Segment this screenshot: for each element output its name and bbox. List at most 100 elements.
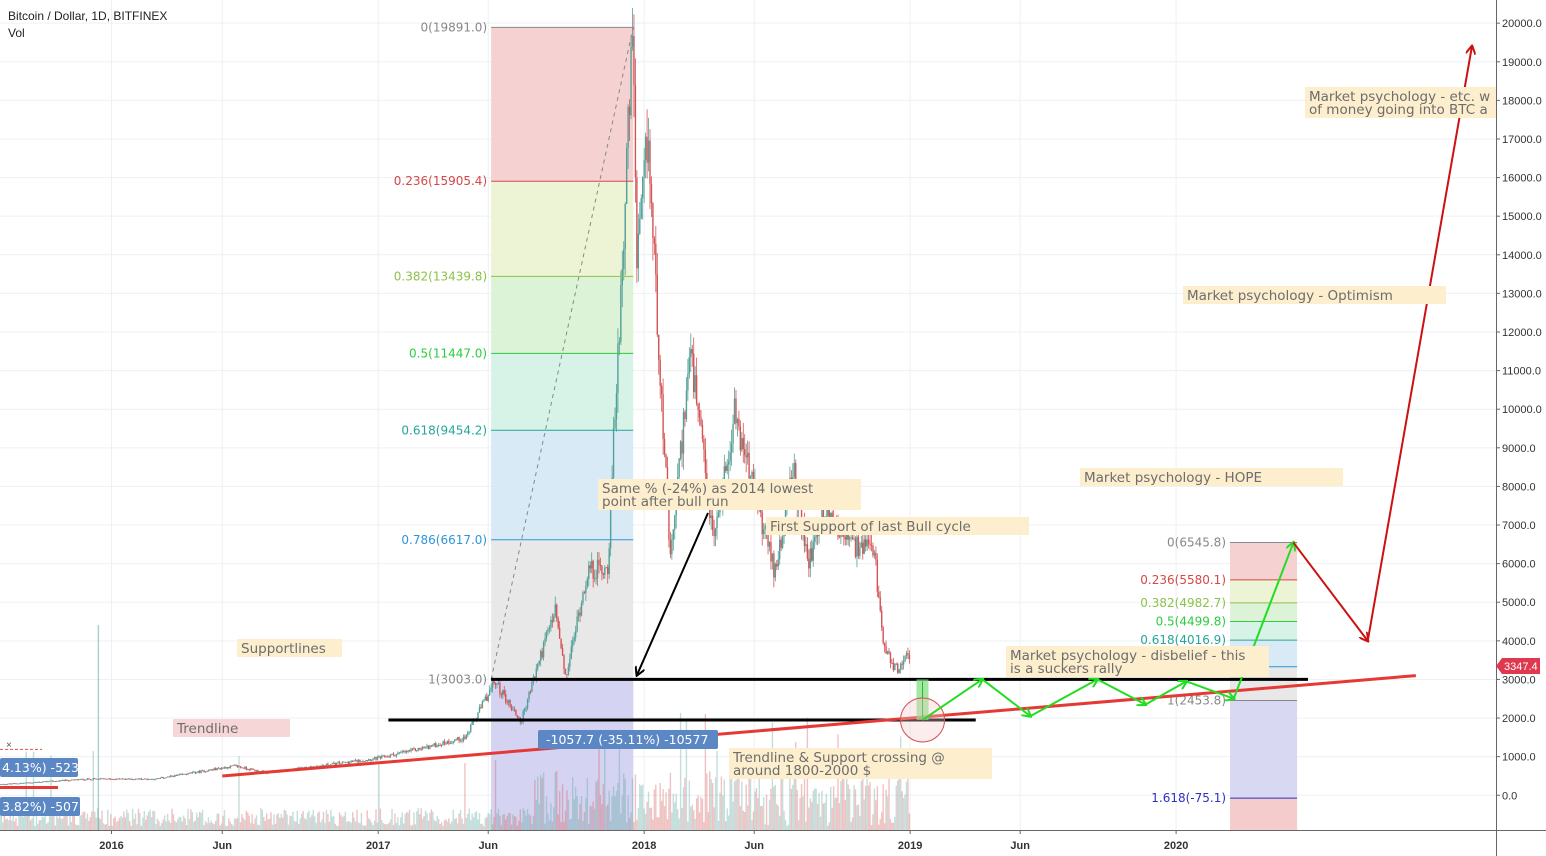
candle-body	[2, 784, 4, 785]
volume-bar	[636, 819, 638, 830]
candle-body	[688, 357, 691, 374]
volume-bar	[748, 774, 750, 830]
candle-body	[809, 548, 812, 569]
volume-bar	[356, 809, 358, 830]
volume-bar	[146, 815, 148, 830]
candle-body	[424, 747, 427, 749]
candle-body	[907, 652, 909, 655]
volume-bar	[139, 812, 141, 830]
candle-body	[869, 543, 871, 546]
volume-bar	[660, 800, 663, 830]
candle-body	[735, 398, 737, 424]
volume-bar	[647, 791, 650, 830]
candle-body	[876, 559, 879, 592]
candle-body	[99, 778, 102, 780]
candle-body	[82, 779, 84, 780]
volume-bar	[311, 814, 313, 830]
candle-body	[244, 767, 246, 769]
volume-bar	[31, 818, 33, 830]
volume-bar	[902, 797, 905, 830]
candle-body	[609, 494, 612, 549]
candle-body	[746, 452, 749, 458]
volume-bar	[366, 810, 368, 830]
volume-bar	[764, 824, 766, 830]
volume-bar	[83, 811, 86, 830]
volume-bar	[232, 825, 234, 830]
candle-body	[885, 646, 887, 654]
volume-bar	[611, 795, 613, 830]
candle-body	[57, 780, 59, 782]
volume-bar	[22, 816, 25, 830]
volume-bar	[604, 737, 606, 830]
candle-body	[249, 768, 252, 771]
volume-bar	[213, 824, 215, 830]
volume-label[interactable]: Vol	[8, 26, 25, 40]
volume-bar	[523, 810, 526, 830]
candle-body	[472, 721, 475, 723]
candle-body	[831, 512, 833, 519]
candle-body	[376, 756, 379, 760]
y-tick-label: 3000.0	[1502, 674, 1536, 686]
candle-body	[206, 771, 208, 773]
volume-bar	[560, 822, 562, 830]
volume-bar	[579, 803, 581, 830]
volume-bar	[487, 812, 489, 830]
candle-body	[429, 745, 431, 749]
candle-body	[112, 779, 115, 780]
candle-body	[477, 712, 479, 719]
volume-bar	[379, 808, 382, 830]
note-supportlines-text: Supportlines	[241, 641, 326, 657]
volume-bar	[741, 781, 743, 830]
volume-bar	[270, 812, 272, 830]
candle-body	[127, 778, 129, 780]
volume-bar	[808, 807, 810, 830]
candle-body	[146, 778, 148, 780]
volume-bar	[803, 772, 806, 830]
candle-body	[235, 764, 237, 766]
candle-body	[79, 779, 81, 780]
volume-bar	[521, 822, 523, 830]
volume-bar	[0, 808, 1, 830]
candle-body	[120, 778, 122, 780]
fib-band	[1230, 621, 1298, 641]
x-axis-panel	[0, 830, 1546, 856]
volume-bar	[881, 812, 883, 830]
candle-body	[564, 669, 567, 675]
candle-body	[744, 448, 746, 456]
volume-bar	[780, 777, 782, 830]
candle-body	[813, 537, 816, 542]
candle-body	[37, 781, 39, 783]
candle-body	[539, 651, 542, 661]
volume-bar	[840, 781, 842, 830]
candle-body	[805, 544, 807, 547]
candle-body	[391, 753, 393, 755]
candle-body	[633, 35, 635, 85]
volume-bar	[777, 805, 779, 830]
volume-bar	[713, 807, 715, 830]
volume-bar	[592, 801, 594, 830]
candle-body	[207, 769, 210, 772]
volume-bar	[244, 820, 246, 830]
last-price-tag-bg	[1496, 658, 1540, 675]
volume-bar	[92, 751, 94, 830]
candle-body	[615, 393, 618, 420]
volume-bar	[75, 824, 77, 830]
volume-bar	[137, 808, 140, 830]
candle-body	[646, 136, 648, 163]
candle-body	[386, 756, 389, 758]
volume-bar	[518, 820, 520, 830]
candle-body	[359, 759, 361, 762]
volume-bar	[169, 822, 172, 830]
candle-body	[551, 620, 554, 622]
candle-body	[225, 767, 227, 769]
volume-bar	[668, 788, 670, 830]
candle-body	[621, 269, 624, 286]
candle-body	[902, 661, 905, 665]
note-first-support-bg	[766, 517, 1029, 535]
fib-level-label: 0.786(6617.0)	[401, 533, 487, 547]
candle-body	[894, 663, 896, 670]
volume-bar	[188, 819, 191, 830]
volume-bar	[117, 820, 119, 830]
volume-bar	[172, 814, 175, 830]
